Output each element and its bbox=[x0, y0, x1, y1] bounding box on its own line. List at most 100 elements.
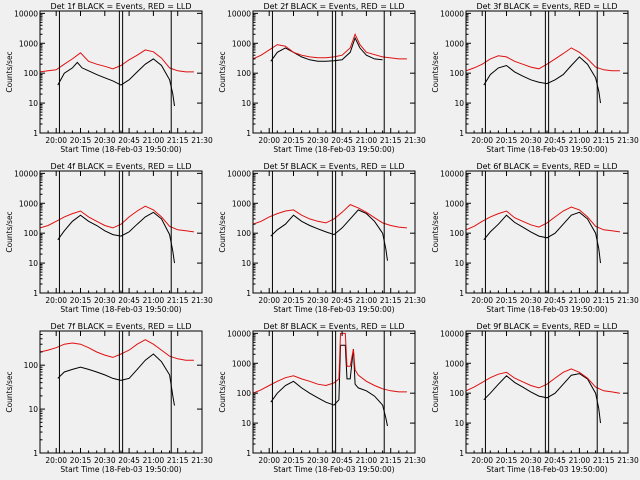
y-tick-label: 1000 bbox=[19, 39, 38, 48]
red-series-line bbox=[466, 368, 620, 394]
y-axis-label: Counts/sec bbox=[5, 211, 14, 252]
panel-1: Det 1f BLACK = Events, RED = LLD 20:00 20:… bbox=[5, 2, 213, 154]
y-tick-label: 100 bbox=[24, 69, 39, 78]
y-tick-label: 10 bbox=[28, 405, 38, 414]
x-tick-label: 20:45 bbox=[544, 456, 566, 465]
y-tick-label: 100 bbox=[450, 69, 465, 78]
y-tick-label: 1000 bbox=[232, 199, 251, 208]
x-tick-label: 21:15 bbox=[167, 456, 189, 465]
panel-title: Det 3f BLACK = Events, RED = LLD bbox=[476, 2, 617, 11]
x-tick-label: 20:00 bbox=[471, 136, 493, 145]
y-tick-label: 10000 bbox=[227, 169, 251, 178]
x-axis-label: Start Time (18-Feb-03 19:50:00) bbox=[486, 465, 607, 474]
x-tick-label: 21:15 bbox=[380, 296, 402, 305]
plot-frame bbox=[252, 10, 416, 134]
x-tick-label: 21:00 bbox=[356, 136, 378, 145]
x-tick-label: 21:15 bbox=[167, 296, 189, 305]
y-tick-label: 100 bbox=[24, 361, 39, 370]
red-series-line bbox=[40, 339, 194, 361]
x-tick-label: 20:00 bbox=[471, 456, 493, 465]
x-tick-label: 21:15 bbox=[380, 136, 402, 145]
x-tick-label: 20:00 bbox=[258, 456, 280, 465]
y-tick-label: 10000 bbox=[227, 9, 251, 18]
x-tick-label: 20:45 bbox=[544, 136, 566, 145]
x-tick-label: 21:30 bbox=[404, 136, 426, 145]
panel-title: Det 1f BLACK = Events, RED = LLD bbox=[50, 2, 191, 11]
red-series-line bbox=[40, 205, 194, 233]
y-tick-label: 1000 bbox=[232, 39, 251, 48]
y-tick-label: 10 bbox=[454, 259, 464, 268]
y-tick-label: 1000 bbox=[445, 359, 464, 368]
y-tick-label: 10 bbox=[241, 259, 251, 268]
panel-title: Det 8f BLACK = Events, RED = LLD bbox=[263, 322, 404, 331]
x-tick-label: 20:00 bbox=[45, 136, 67, 145]
plot-frame bbox=[39, 330, 203, 454]
y-tick-label: 10 bbox=[454, 419, 464, 428]
x-tick-label: 20:15 bbox=[496, 456, 518, 465]
y-tick-label: 10000 bbox=[14, 169, 38, 178]
x-tick-label: 20:45 bbox=[118, 136, 140, 145]
x-tick-label: 20:30 bbox=[307, 456, 329, 465]
x-tick-label: 21:15 bbox=[593, 456, 615, 465]
y-tick-label: 1000 bbox=[445, 39, 464, 48]
red-series-line bbox=[253, 332, 407, 394]
x-axis-label: Start Time (18-Feb-03 19:50:00) bbox=[486, 145, 607, 154]
x-tick-label: 20:45 bbox=[331, 296, 353, 305]
x-tick-label: 21:30 bbox=[404, 296, 426, 305]
black-series-line bbox=[57, 211, 175, 264]
x-tick-label: 21:00 bbox=[569, 136, 591, 145]
panel-title: Det 9f BLACK = Events, RED = LLD bbox=[476, 322, 617, 331]
x-tick-label: 20:00 bbox=[258, 136, 280, 145]
x-tick-label: 20:15 bbox=[283, 136, 305, 145]
plot-frame bbox=[465, 10, 629, 134]
x-axis-label: Start Time (18-Feb-03 19:50:00) bbox=[273, 305, 394, 314]
y-tick-label: 1 bbox=[459, 449, 464, 458]
x-tick-label: 21:00 bbox=[143, 456, 165, 465]
x-tick-label: 20:45 bbox=[331, 456, 353, 465]
x-tick-label: 21:00 bbox=[569, 296, 591, 305]
black-series-line bbox=[483, 56, 601, 104]
red-series-line bbox=[466, 206, 620, 233]
x-tick-label: 21:15 bbox=[167, 136, 189, 145]
x-tick-label: 20:15 bbox=[70, 296, 92, 305]
y-tick-label: 10000 bbox=[440, 9, 464, 18]
x-tick-label: 20:15 bbox=[496, 296, 518, 305]
y-tick-label: 10000 bbox=[440, 329, 464, 338]
x-tick-label: 21:15 bbox=[593, 136, 615, 145]
x-tick-label: 21:30 bbox=[404, 456, 426, 465]
plot-frame bbox=[252, 170, 416, 294]
x-tick-label: 21:00 bbox=[143, 296, 165, 305]
black-series-line bbox=[57, 58, 175, 107]
y-axis-label: Counts/sec bbox=[218, 211, 227, 252]
panel-title: Det 5f BLACK = Events, RED = LLD bbox=[263, 162, 404, 171]
x-axis-label: Start Time (18-Feb-03 19:50:00) bbox=[273, 145, 394, 154]
black-series-line bbox=[270, 36, 383, 62]
panel-title: Det 2f BLACK = Events, RED = LLD bbox=[263, 2, 404, 11]
x-tick-label: 20:30 bbox=[94, 296, 116, 305]
y-tick-label: 1 bbox=[459, 289, 464, 298]
y-tick-label: 10 bbox=[454, 99, 464, 108]
plot-frame bbox=[39, 10, 203, 134]
x-tick-label: 21:00 bbox=[356, 296, 378, 305]
x-tick-label: 20:00 bbox=[258, 296, 280, 305]
x-tick-label: 21:30 bbox=[617, 296, 639, 305]
x-tick-label: 20:30 bbox=[307, 136, 329, 145]
y-tick-label: 100 bbox=[237, 389, 252, 398]
x-axis-label: Start Time (18-Feb-03 19:50:00) bbox=[60, 145, 181, 154]
panel-title: Det 7f BLACK = Events, RED = LLD bbox=[50, 322, 191, 331]
plot-frame bbox=[465, 330, 629, 454]
y-axis-label: Counts/sec bbox=[218, 51, 227, 92]
x-tick-label: 20:15 bbox=[496, 136, 518, 145]
x-tick-label: 20:45 bbox=[118, 456, 140, 465]
y-tick-label: 1 bbox=[459, 129, 464, 138]
x-tick-label: 20:15 bbox=[283, 456, 305, 465]
y-axis-label: Counts/sec bbox=[431, 51, 440, 92]
x-tick-label: 21:30 bbox=[617, 136, 639, 145]
